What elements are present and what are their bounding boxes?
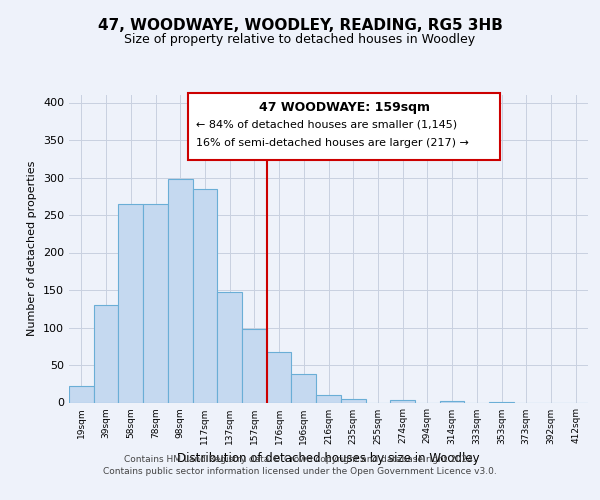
Bar	[292, 374, 316, 402]
Bar	[242, 329, 267, 402]
Bar	[168, 179, 193, 402]
Bar	[440, 401, 464, 402]
Y-axis label: Number of detached properties: Number of detached properties	[28, 161, 37, 336]
X-axis label: Distribution of detached houses by size in Woodley: Distribution of detached houses by size …	[177, 452, 480, 465]
Text: 47, WOODWAYE, WOODLEY, READING, RG5 3HB: 47, WOODWAYE, WOODLEY, READING, RG5 3HB	[98, 18, 502, 32]
Text: Contains public sector information licensed under the Open Government Licence v3: Contains public sector information licen…	[103, 468, 497, 476]
Text: 47 WOODWAYE: 159sqm: 47 WOODWAYE: 159sqm	[259, 101, 430, 114]
Bar	[316, 395, 341, 402]
Bar	[118, 204, 143, 402]
Bar	[69, 386, 94, 402]
Bar	[193, 188, 217, 402]
Text: Size of property relative to detached houses in Woodley: Size of property relative to detached ho…	[124, 32, 476, 46]
Bar	[143, 204, 168, 402]
Bar	[390, 400, 415, 402]
FancyBboxPatch shape	[188, 94, 500, 160]
Bar	[267, 352, 292, 403]
Text: 16% of semi-detached houses are larger (217) →: 16% of semi-detached houses are larger (…	[196, 138, 469, 148]
Bar	[94, 305, 118, 402]
Text: ← 84% of detached houses are smaller (1,145): ← 84% of detached houses are smaller (1,…	[196, 120, 457, 130]
Bar	[341, 399, 365, 402]
Bar	[217, 292, 242, 403]
Text: Contains HM Land Registry data © Crown copyright and database right 2024.: Contains HM Land Registry data © Crown c…	[124, 455, 476, 464]
